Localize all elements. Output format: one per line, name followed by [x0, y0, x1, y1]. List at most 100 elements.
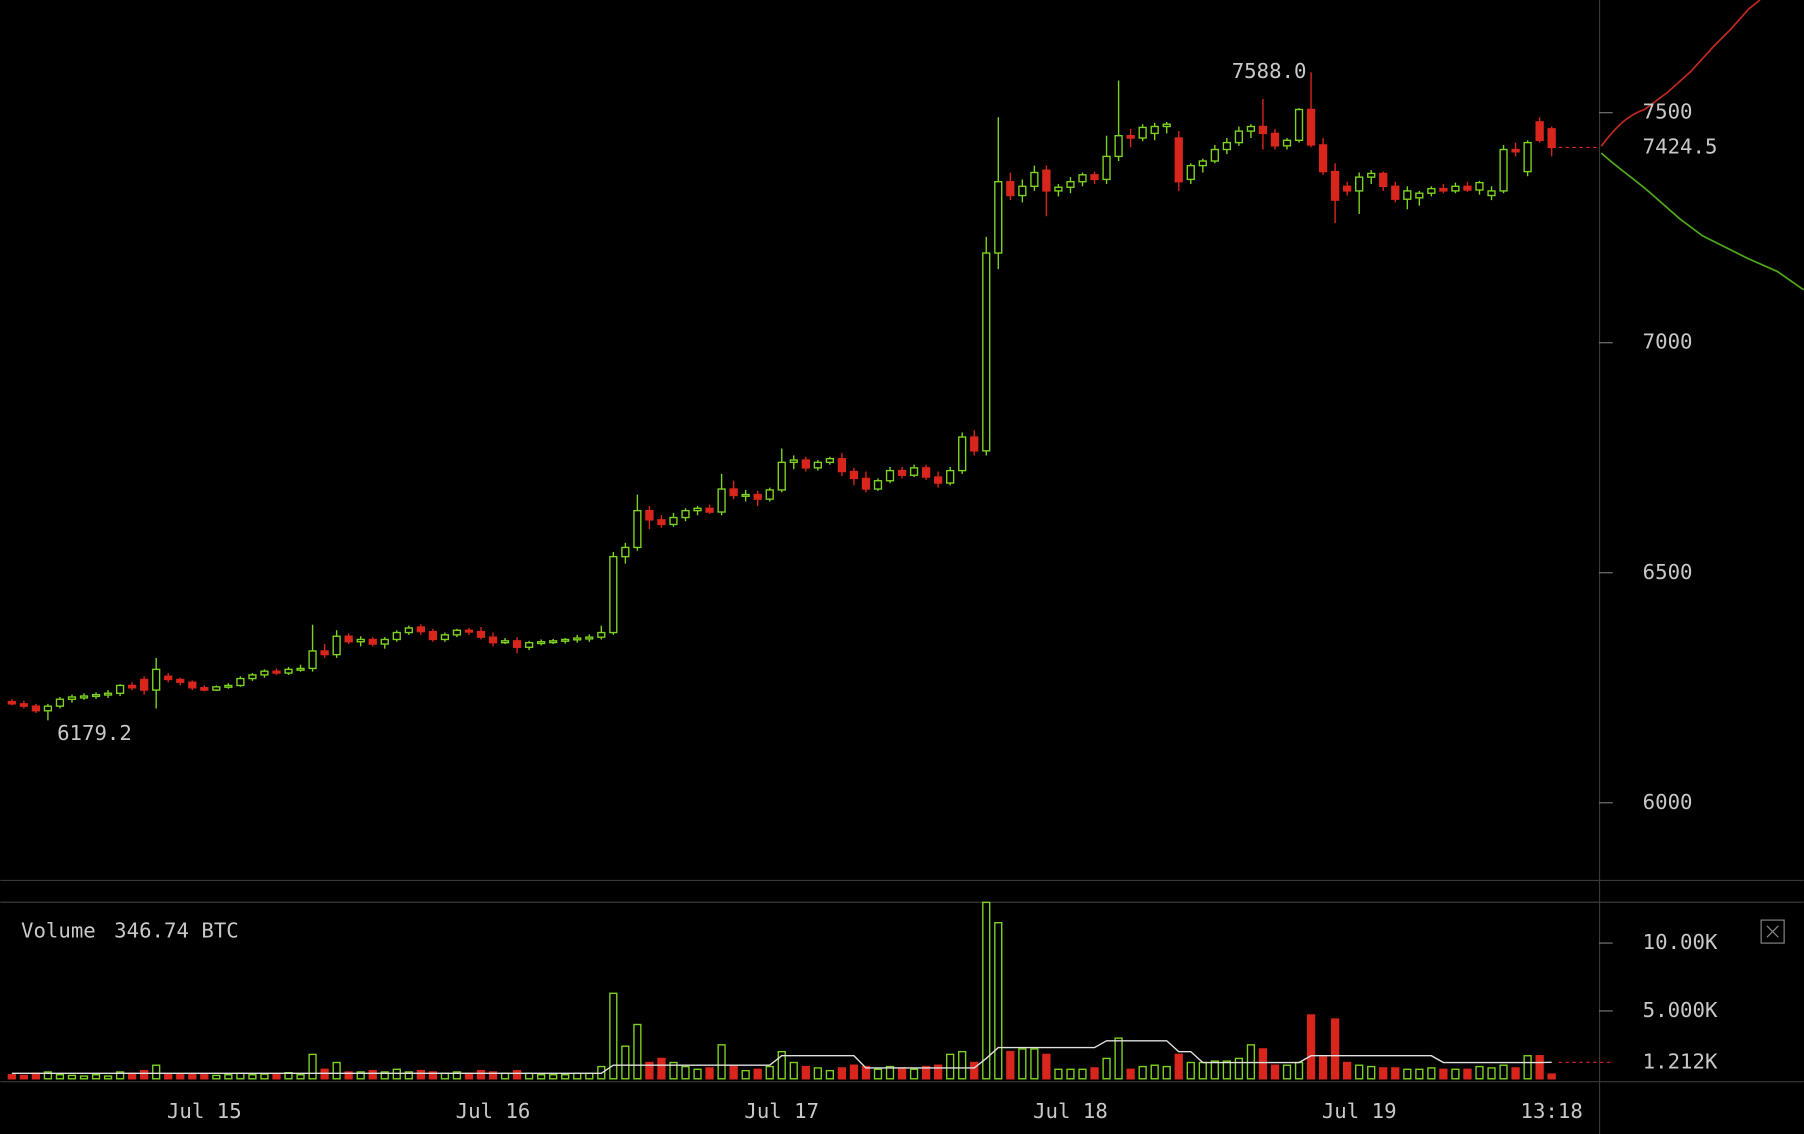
- volume-bar: [1174, 1053, 1183, 1080]
- candle-body: [452, 629, 462, 636]
- volume-bar: [633, 1023, 642, 1080]
- candle-body: [115, 684, 125, 694]
- candle-body: [861, 477, 871, 490]
- volume-bar: [921, 1065, 931, 1080]
- volume-bar: [452, 1071, 462, 1080]
- volume-bar: [43, 1071, 53, 1080]
- candle-body: [873, 480, 883, 490]
- x-tick-label: Jul 18: [1033, 1099, 1108, 1123]
- candle-body: [127, 684, 137, 689]
- volume-bar: [1391, 1067, 1400, 1080]
- candle-body: [1511, 148, 1520, 153]
- volume-bar: [1318, 1056, 1328, 1080]
- volume-bar: [1162, 1065, 1171, 1080]
- candle-body: [1294, 108, 1304, 142]
- candle-body: [765, 489, 774, 500]
- candle-body: [681, 509, 690, 519]
- volume-bar: [236, 1072, 245, 1080]
- volume-bar: [561, 1074, 570, 1080]
- candle-body: [67, 696, 77, 700]
- candle-body: [1186, 164, 1195, 181]
- candle-body: [320, 650, 329, 656]
- volume-bar: [200, 1074, 209, 1080]
- volume-bar: [1475, 1065, 1484, 1080]
- volume-bar: [55, 1074, 65, 1080]
- volume-bar: [188, 1073, 197, 1080]
- volume-bar: [825, 1069, 835, 1080]
- y-tick-label: 7500: [1643, 100, 1693, 124]
- high-annotation: 7588.0: [1232, 59, 1307, 83]
- candle-body: [176, 678, 185, 683]
- candle-body: [597, 631, 606, 638]
- volume-bar: [1294, 1061, 1304, 1080]
- candle-body: [621, 546, 630, 558]
- candle-body: [789, 459, 798, 464]
- volume-bar: [1210, 1060, 1219, 1080]
- candle-body: [777, 461, 786, 491]
- volume-bar: [946, 1053, 955, 1080]
- close-box[interactable]: [1760, 919, 1785, 944]
- candle-body: [1138, 126, 1147, 139]
- close-icon[interactable]: [1766, 925, 1779, 938]
- volume-bar: [31, 1072, 41, 1080]
- candle-body: [1463, 185, 1472, 191]
- volume-bar: [404, 1071, 413, 1080]
- candle-body: [476, 630, 486, 638]
- volume-bar: [524, 1072, 534, 1080]
- volume-bar: [1054, 1068, 1063, 1080]
- candle-body: [1174, 137, 1183, 183]
- candle-body: [1210, 148, 1219, 162]
- x-tick-label: Jul 16: [456, 1099, 531, 1123]
- volume-bar: [1258, 1048, 1268, 1080]
- candle-body: [1162, 123, 1171, 128]
- volume-bar: [741, 1069, 750, 1080]
- candle-body: [1499, 148, 1508, 192]
- candle-body: [43, 705, 53, 712]
- volume-bar: [717, 1044, 726, 1080]
- candle-body: [1078, 174, 1087, 183]
- candle-body: [296, 667, 305, 671]
- volume-bar: [1523, 1055, 1532, 1080]
- volume-bar: [645, 1061, 654, 1080]
- candle-body: [440, 634, 450, 641]
- volume-bar: [260, 1073, 269, 1080]
- candle-body: [488, 636, 498, 644]
- candle-body: [729, 488, 738, 497]
- candle-body: [1535, 121, 1544, 142]
- volume-bar: [248, 1074, 257, 1080]
- volume-bar: [368, 1069, 377, 1080]
- volume-bar: [440, 1072, 450, 1080]
- volume-bar: [1511, 1067, 1520, 1080]
- close-button[interactable]: [1760, 919, 1785, 944]
- candle-body: [1439, 187, 1448, 192]
- candle-body: [1042, 169, 1051, 192]
- candle-body: [1006, 181, 1015, 197]
- volume-bar: [296, 1074, 305, 1080]
- x-tick-label: Jul 19: [1322, 1099, 1397, 1123]
- candle-body: [813, 461, 822, 469]
- x-tick-label: 13:18: [1521, 1099, 1583, 1123]
- volume-bar: [1367, 1065, 1376, 1080]
- candle-body: [933, 476, 943, 484]
- volume-bar: [765, 1065, 774, 1080]
- volume-bar: [103, 1075, 113, 1080]
- candle-body: [1126, 135, 1135, 139]
- candle-body: [1330, 170, 1340, 201]
- candle-body: [140, 678, 149, 691]
- volume-bar: [512, 1069, 522, 1080]
- candle-body: [212, 686, 221, 691]
- candle-body: [1102, 155, 1111, 181]
- depth-asks: [1600, 0, 1761, 147]
- candle-body: [633, 509, 642, 549]
- candle-body: [657, 519, 666, 526]
- volume-bar: [1451, 1068, 1460, 1080]
- candle-body: [1270, 132, 1280, 147]
- candle-body: [585, 636, 594, 640]
- candle-body: [1114, 135, 1123, 158]
- volume-bar: [212, 1074, 221, 1080]
- volume-bar: [332, 1061, 341, 1080]
- candle-body: [946, 469, 955, 484]
- candle-body: [19, 703, 28, 707]
